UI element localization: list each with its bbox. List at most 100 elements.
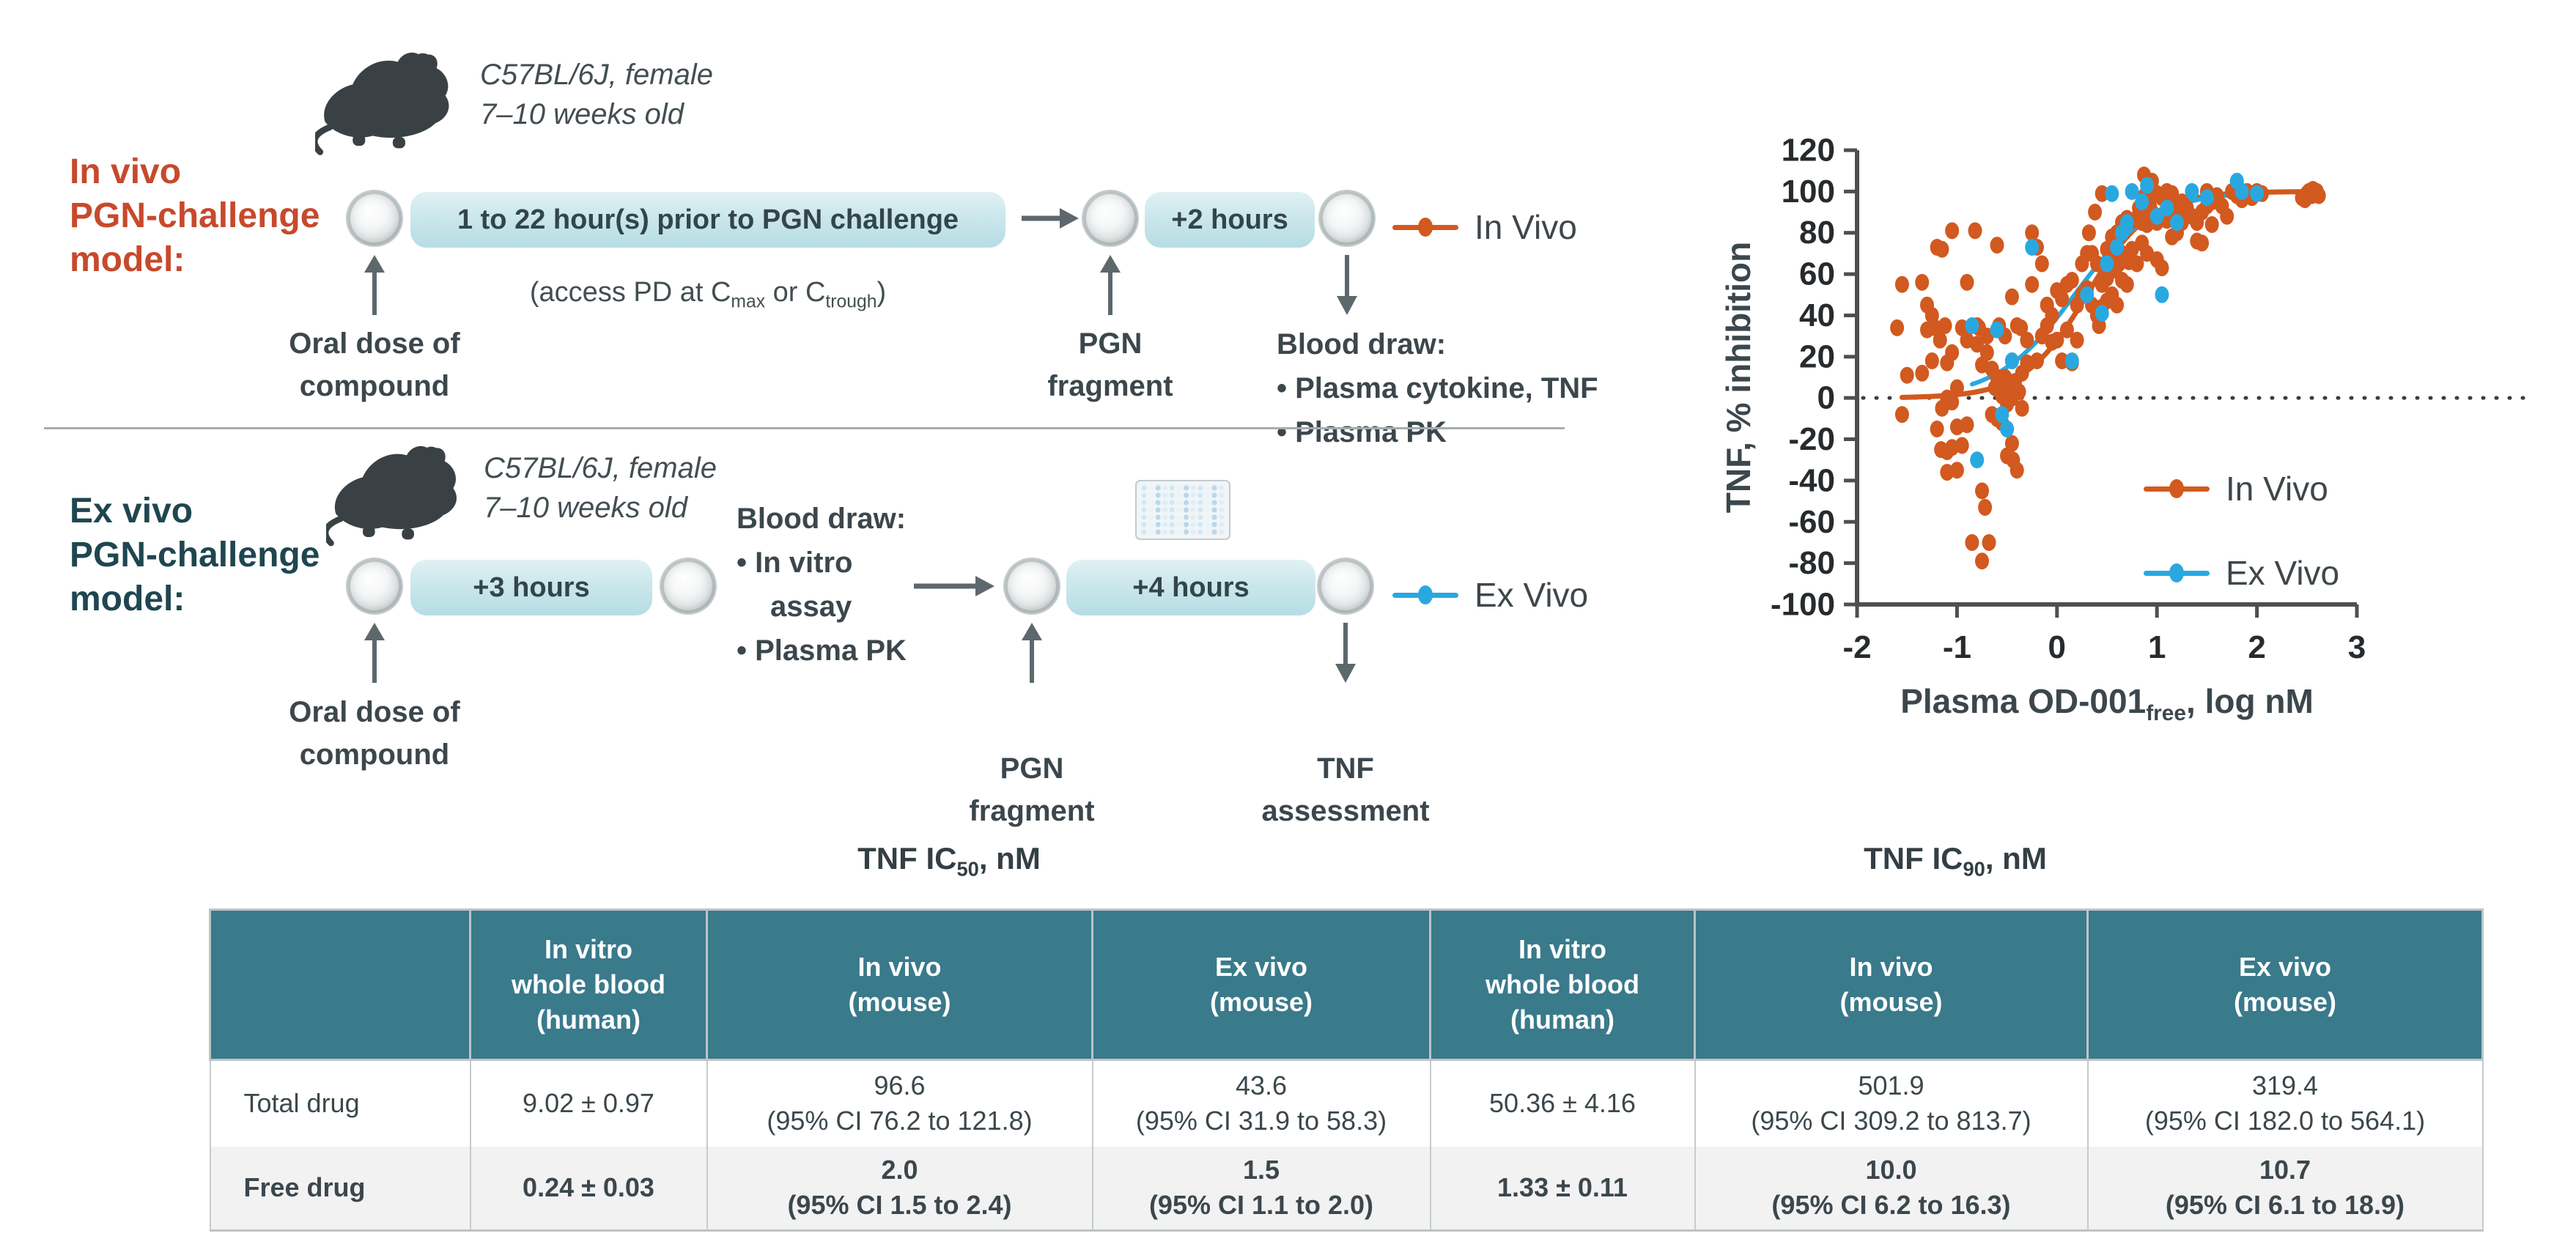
well-dot [1204,492,1210,498]
ex-vivo-label-line2: PGN-challenge [70,536,320,574]
svg-text:120: 120 [1782,133,1835,169]
mouse-strain-text: C57BL/6J, female [480,59,713,91]
x-title-sub: free [2146,701,2187,726]
ex-vivo-timeline1-label: +3 hours [473,571,590,603]
up-arrow-icon [1100,255,1121,315]
well-dot [1169,485,1175,491]
in-vivo-timeline1-box: 1 to 22 hour(s) prior to PGN challenge [410,192,1005,248]
plot-legend-invivo-label: In Vivo [2226,470,2328,508]
well-dot [1176,507,1182,513]
mouse-age-text: 7–10 weeks old [480,98,684,130]
svg-text:80: 80 [1799,215,1835,251]
well-dot [1148,492,1154,498]
in-vivo-legend-marker-icon [1392,218,1458,237]
well-dot [1190,500,1196,506]
blood-draw-bullet1: • In vitro [737,547,853,579]
well-dot [1162,507,1168,513]
well-dot [1141,485,1147,491]
well-dot [1141,500,1147,506]
svg-text:-80: -80 [1788,545,1835,581]
title-part: TNF IC [857,841,957,876]
ic50-table-title: TNF IC50, nM [656,841,1242,881]
plot-legend-exvivo-marker-icon [2144,563,2210,582]
table-header-row: In vitro whole blood (human) In vivo (mouse… [209,909,2484,1061]
title-unit: , nM [1985,841,2047,876]
ex-vivo-blood-draw-block: Blood draw: • In vitro assay • Plasma PK [737,497,907,673]
in-vivo-pd-note: (access PD at Cmax or Ctrough) [410,277,1005,313]
ex-vivo-legend-marker-icon [1392,585,1458,604]
pd-note-sub: max [731,292,766,312]
well-dot [1155,522,1161,528]
table-cell: 10.0 (95% CI 6.2 to 16.3) [1694,1146,2089,1232]
well-dot [1162,492,1168,498]
table-cell: 501.9 (95% CI 309.2 to 813.7) [1694,1059,2089,1147]
svg-text:-1: -1 [1943,629,1971,665]
ex-vivo-pgn-fragment-label: PGN fragment [885,747,1178,832]
hdr-line: Ex vivo [2238,952,2332,982]
well-dot [1169,522,1175,528]
tnf-line1: TNF [1317,752,1374,785]
up-arrow-icon [1022,623,1042,683]
ex-vivo-timeline2-box: +4 hours [1066,560,1315,615]
pgn-line2: fragment [1047,370,1173,402]
well-dot [1176,485,1182,491]
well-dot [1219,529,1225,535]
title-sub: 90 [1963,857,1985,881]
well-dot [1148,485,1154,491]
in-vivo-oral-dose-label: Oral dose of compound [228,322,521,407]
blood-draw-title: Blood draw: [737,503,907,535]
x-title-part: , log nM [2186,682,2314,720]
in-vivo-timeline2-box: +2 hours [1145,192,1315,248]
well-dot [1190,507,1196,513]
well-dot [1211,492,1217,498]
blood-draw-bullet2: • Plasma PK [737,634,907,667]
well-dot [1155,507,1161,513]
well-dot [1148,522,1154,528]
svg-text:-60: -60 [1788,504,1835,540]
svg-text:2: 2 [2248,629,2265,665]
ex-vivo-label-line1: Ex vivo [70,492,193,530]
hdr-line: (human) [1510,1004,1614,1035]
hdr-line: whole blood [1486,969,1639,999]
mouse-age-text: 7–10 weeks old [484,492,687,524]
well-dot [1219,492,1225,498]
up-arrow-icon [364,623,385,683]
table-row-free-drug: Free drug 0.24 ± 0.03 2.0 (95% CI 1.5 to … [209,1146,2484,1232]
in-vivo-section-label: In vivo PGN-challenge model: [70,150,421,282]
table-corner-cell [209,909,471,1061]
in-vivo-timeline1-label: 1 to 22 hour(s) prior to PGN challenge [457,204,959,235]
hdr-line: (mouse) [848,987,951,1017]
in-vivo-legend-label: In Vivo [1475,208,1577,246]
in-vivo-timeline2-label: +2 hours [1171,204,1288,235]
well-dot [1190,514,1196,520]
ex-vivo-timeline1-box: +3 hours [410,560,652,615]
hdr-line: In vitro [1518,934,1606,964]
hdr-line: (mouse) [2233,987,2336,1017]
section-divider [44,427,1565,429]
well-dot [1141,492,1147,498]
blood-draw-bullet1-line2: assay [770,591,852,623]
svg-text:0: 0 [2048,629,2066,665]
well-dot [1141,522,1147,528]
well-dot [1204,514,1210,520]
well-dot [1197,485,1203,491]
title-unit: , nM [978,841,1041,876]
well-dot [1184,492,1189,498]
hdr-line: In vitro [544,934,632,964]
well-dot [1204,485,1210,491]
pd-note-sub: trough [825,292,877,312]
well-dot [1204,507,1210,513]
svg-text:1: 1 [2148,629,2166,665]
well-dot [1190,485,1196,491]
table-cell: 1.33 ± 0.11 [1429,1146,1696,1232]
well-dot [1184,500,1189,506]
col-header-ic50-invivo: In vivo (mouse) [706,909,1093,1061]
col-header-ic90-exvivo: Ex vivo (mouse) [2086,909,2484,1061]
hdr-line: Ex vivo [1214,952,1308,982]
blood-draw-title: Blood draw: [1277,328,1447,360]
ic90-table-title: TNF IC90, nM [1662,841,2248,881]
in-vivo-label-line1: In vivo [70,152,182,191]
hdr-line: whole blood [512,969,665,999]
x-title-part: Plasma OD-001 [1900,682,2147,720]
well-dot [1197,492,1203,498]
